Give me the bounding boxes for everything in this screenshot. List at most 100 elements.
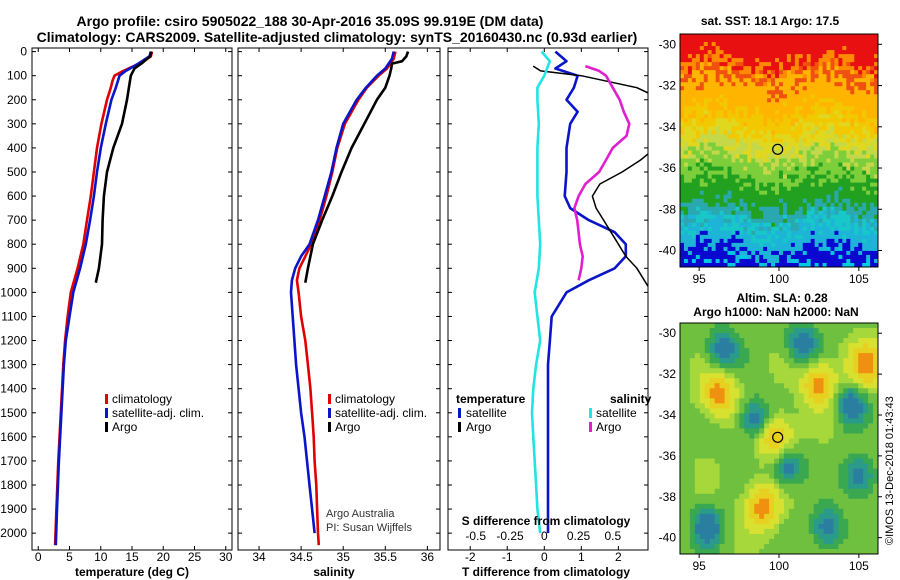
map-cell xyxy=(806,166,812,171)
map-cell xyxy=(755,110,760,115)
map-cell xyxy=(786,70,792,75)
map-cell xyxy=(763,154,768,159)
map-cell xyxy=(846,50,851,55)
map-cell xyxy=(739,42,744,47)
map-cell xyxy=(759,218,764,224)
map-cell xyxy=(739,483,745,490)
map-cell xyxy=(747,150,752,155)
map-cell xyxy=(846,122,851,127)
map-cell xyxy=(691,150,697,155)
map-cell xyxy=(680,106,685,111)
map-cell xyxy=(814,110,819,115)
map-cell xyxy=(862,50,867,55)
map-cell xyxy=(794,178,800,184)
map-cell xyxy=(699,413,706,419)
map-cell xyxy=(798,533,805,540)
map-cell xyxy=(743,242,748,248)
map-cell xyxy=(803,468,810,475)
map-cell xyxy=(798,106,804,111)
map-cell xyxy=(735,90,740,95)
map-cell xyxy=(774,498,780,505)
map-cell xyxy=(854,118,859,123)
map-cell xyxy=(754,403,760,409)
map-cell xyxy=(826,62,831,67)
map-cell xyxy=(727,170,732,176)
map-cell xyxy=(735,246,740,252)
map-cell xyxy=(689,443,696,449)
map-cell xyxy=(759,503,765,510)
map-cell xyxy=(739,114,744,119)
map-cell xyxy=(689,533,696,540)
map-cell xyxy=(691,50,697,55)
map-cell xyxy=(743,42,748,47)
map-cell xyxy=(739,98,744,103)
map-cell xyxy=(833,368,839,374)
map-cell xyxy=(858,122,863,127)
map-cell xyxy=(729,548,735,555)
map-cell xyxy=(846,250,851,256)
map-cell xyxy=(818,458,824,465)
map-cell xyxy=(834,74,839,79)
map-cell xyxy=(695,170,701,176)
map-cell xyxy=(683,138,689,143)
map-cell xyxy=(858,503,864,510)
map-cell xyxy=(782,246,788,252)
legend-swatch-s-argo xyxy=(589,422,592,432)
map-cell xyxy=(764,398,770,404)
map-cell xyxy=(687,134,693,139)
map-cell xyxy=(751,146,756,151)
map-cell xyxy=(874,70,879,75)
temperature-xtick-label: 0 xyxy=(35,550,42,564)
map-cell xyxy=(767,110,772,115)
map-cell xyxy=(711,106,717,111)
map-cell xyxy=(723,62,728,67)
map-cell xyxy=(810,126,816,131)
map-cell xyxy=(719,343,725,349)
map-cell xyxy=(866,190,871,196)
map-cell xyxy=(747,210,752,216)
map-cell xyxy=(695,242,701,248)
map-cell xyxy=(695,38,701,43)
map-cell xyxy=(782,58,788,63)
map-cell xyxy=(834,234,839,240)
map-cell xyxy=(714,393,720,399)
map-cell xyxy=(782,54,788,59)
map-cell xyxy=(699,214,705,220)
map-cell xyxy=(779,493,785,500)
map-cell xyxy=(714,358,720,364)
map-cell xyxy=(755,58,760,63)
map-cell xyxy=(786,226,792,232)
map-cell xyxy=(727,70,732,75)
map-cell xyxy=(723,50,728,55)
map-cell xyxy=(858,363,864,369)
map-cell xyxy=(751,198,756,204)
map-cell xyxy=(739,343,745,349)
map-cell xyxy=(691,194,697,200)
map-cell xyxy=(783,503,790,510)
map-cell xyxy=(719,86,724,91)
map-cell xyxy=(769,468,775,475)
map-cell xyxy=(739,194,744,200)
map-cell xyxy=(695,262,701,268)
map-cell xyxy=(759,393,765,399)
map-cell xyxy=(709,393,716,399)
map-cell xyxy=(870,238,875,244)
map-cell xyxy=(794,158,800,163)
map-cell xyxy=(769,353,775,359)
map-cell xyxy=(788,383,795,389)
map-cell xyxy=(779,258,784,264)
map-cell xyxy=(689,543,696,550)
map-cell xyxy=(838,533,844,540)
map-cell xyxy=(858,218,863,224)
map-cell xyxy=(798,50,804,55)
map-cell xyxy=(823,338,829,344)
map-cell xyxy=(793,338,800,344)
map-cell xyxy=(680,126,685,131)
map-cell xyxy=(769,548,775,555)
map-cell xyxy=(744,433,750,439)
map-cell xyxy=(830,254,835,260)
map-cell xyxy=(691,54,697,59)
map-cell xyxy=(739,393,745,399)
map-cell xyxy=(687,238,693,244)
map-cell xyxy=(779,533,785,540)
